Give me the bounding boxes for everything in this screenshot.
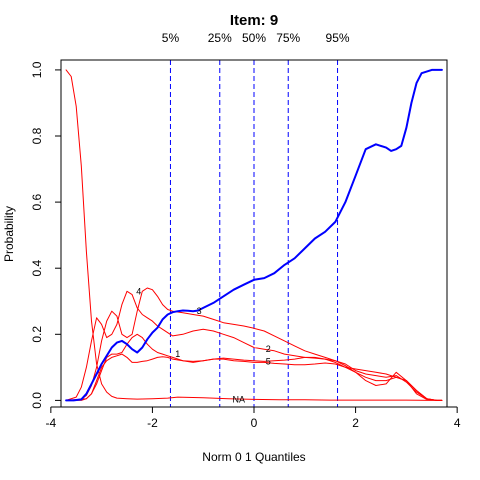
y-tick-label: 0.6 xyxy=(30,193,44,210)
curve-label: 4 xyxy=(136,286,141,296)
quantile-label: 95% xyxy=(326,31,350,45)
quantile-lines xyxy=(169,60,339,407)
x-axis-title: Norm 0 1 Quantiles xyxy=(202,450,305,464)
y-tick-label: 0.0 xyxy=(30,392,44,409)
quantile-label: 75% xyxy=(276,31,300,45)
curve-label: 5 xyxy=(266,356,271,366)
curve-label: 1 xyxy=(175,349,180,359)
curve-labels: 4 3 1 2 5 NA xyxy=(136,286,271,404)
quantile-label: 50% xyxy=(242,31,266,45)
curve-label: NA xyxy=(233,395,246,405)
x-axis: -4 -2 0 2 4 xyxy=(46,406,461,430)
series-line xyxy=(65,287,443,401)
curve-label: 3 xyxy=(197,306,202,316)
x-tick-label: -2 xyxy=(147,416,158,430)
y-tick-label: 0.8 xyxy=(30,127,44,144)
x-tick-label: 4 xyxy=(454,416,461,430)
y-axis: 0.0 0.2 0.4 0.6 0.8 1.0 xyxy=(30,61,62,409)
quantile-labels: 5% 25% 50% 75% 95% xyxy=(162,31,350,45)
quantile-label: 5% xyxy=(162,31,180,45)
series-line xyxy=(65,69,443,401)
series-line xyxy=(65,290,443,401)
x-tick-label: 2 xyxy=(352,416,359,430)
y-axis-title: Probability xyxy=(2,206,16,262)
series-layer xyxy=(65,68,443,402)
curve-label: 2 xyxy=(266,344,271,354)
y-tick-label: 0.2 xyxy=(30,326,44,343)
quantile-label: 25% xyxy=(208,31,232,45)
y-tick-label: 1.0 xyxy=(30,61,44,78)
x-tick-label: -4 xyxy=(46,416,57,430)
x-tick-label: 0 xyxy=(251,416,258,430)
chart-title: Item: 9 xyxy=(230,12,278,29)
series-line xyxy=(65,353,443,401)
series-line xyxy=(65,68,443,402)
y-tick-label: 0.4 xyxy=(30,260,44,277)
